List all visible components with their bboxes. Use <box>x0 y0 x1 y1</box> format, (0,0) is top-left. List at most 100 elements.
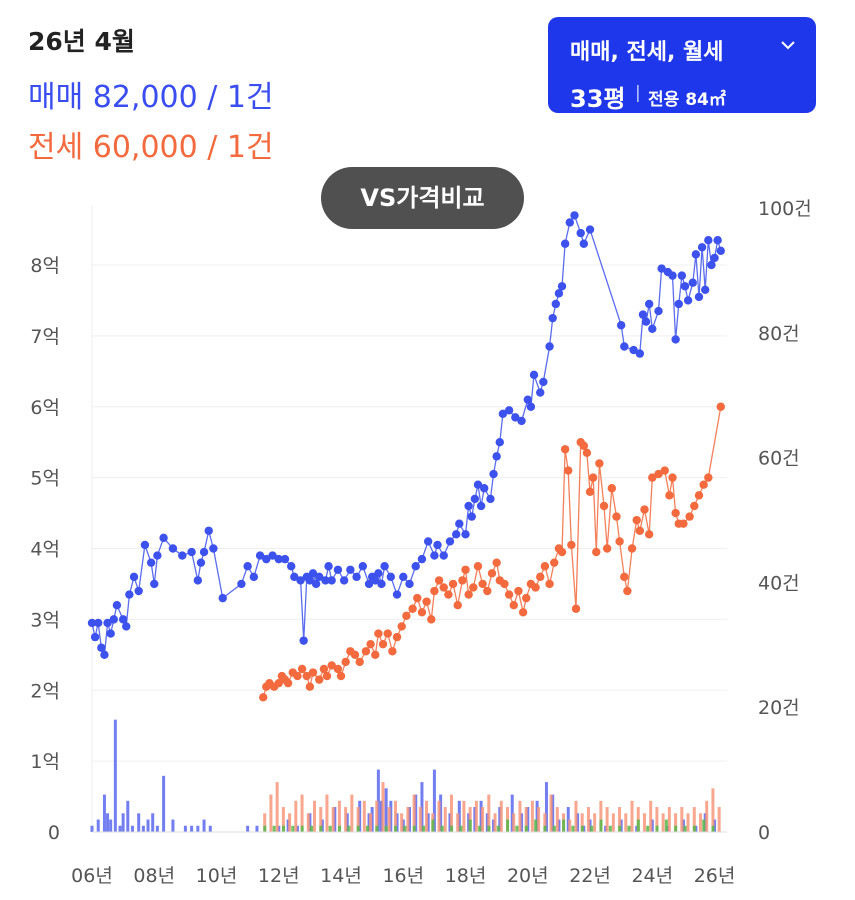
monthly-volume-bar <box>272 825 276 832</box>
monthly-volume-bar <box>674 825 678 832</box>
sale-volume-bar <box>171 819 175 832</box>
monthly-volume-bar <box>375 825 379 832</box>
sale-price-point <box>423 537 433 546</box>
jeonse-price-point <box>588 473 598 482</box>
x-tick-label: 18년 <box>445 865 487 887</box>
sale-volume-bar <box>196 825 200 832</box>
sale-price-point <box>433 540 442 550</box>
sale-price-point <box>539 377 548 387</box>
jeonse-volume-bar <box>443 807 447 832</box>
x-tick-label: 12년 <box>258 865 300 887</box>
sale-price-point <box>545 342 554 351</box>
y-left-tick-label: 3억 <box>30 609 60 631</box>
sale-price-point <box>548 313 557 323</box>
jeonse-volume-bar <box>555 807 559 832</box>
sale-price-point <box>377 579 386 589</box>
monthly-volume-bar <box>403 825 407 832</box>
jeonse-volume-bar <box>686 813 690 832</box>
jeonse-volume-bar <box>487 794 491 832</box>
monthly-volume-bar <box>281 825 285 832</box>
vs-price-compare-button[interactable]: VS가격비교 <box>321 167 524 229</box>
jeonse-price-point <box>478 579 487 589</box>
jeonse-price-point <box>540 562 550 571</box>
sale-price-point <box>364 579 374 589</box>
monthly-volume-bar <box>291 825 295 832</box>
sale-price-point <box>480 484 489 493</box>
deal-type-filter-button[interactable]: 매매, 전세, 월세 33평 | 전용 84㎡ <box>548 17 816 113</box>
jeonse-price-point <box>579 441 589 450</box>
sale-price-point <box>112 601 122 610</box>
y-left-tick-label: 1억 <box>30 751 60 773</box>
sale-price-point <box>629 345 638 355</box>
jeonse-price-line <box>262 406 722 698</box>
sale-price-point <box>476 501 486 511</box>
jeonse-volume-bar <box>325 794 329 832</box>
monthly-volume-bar <box>618 825 622 832</box>
jeonse-price-point <box>430 586 439 596</box>
jeonse-volume-bar <box>263 813 267 832</box>
sale-price-point <box>585 225 595 234</box>
jeonse-price-point <box>599 501 609 511</box>
sale-price-point <box>308 569 318 578</box>
sale-price-point <box>713 235 722 245</box>
jeonse-price-point <box>500 579 509 589</box>
jeonse-volume-bar <box>474 800 478 832</box>
jeonse-price-point <box>315 675 324 684</box>
jeonse-volume-bar <box>375 800 379 832</box>
jeonse-volume-bar <box>698 813 702 832</box>
monthly-volume-bar <box>319 825 323 832</box>
sale-price-point <box>299 636 308 645</box>
jeonse-price-point <box>620 572 629 582</box>
sale-volume-bar <box>681 819 685 832</box>
sale-volume-bar <box>650 819 654 832</box>
sale-price-point <box>178 551 187 560</box>
jeonse-price-point <box>427 615 436 624</box>
monthly-volume-bar <box>702 819 706 832</box>
sale-price-point <box>237 579 246 589</box>
y-left-tick-label: 5억 <box>30 468 60 490</box>
sale-volume-bar <box>121 813 125 832</box>
sale-price-point <box>430 551 439 560</box>
jeonse-price-point <box>473 562 483 571</box>
sale-volume-bar <box>246 825 250 832</box>
sale-price-point <box>209 544 218 553</box>
sale-volume-bar <box>439 794 443 832</box>
monthly-volume-bar <box>534 819 538 832</box>
jeonse-price-point <box>487 569 497 578</box>
sale-volume-bar <box>384 788 388 832</box>
jeonse-volume-bar <box>381 782 385 832</box>
sale-price-point <box>386 572 396 582</box>
sale-volume-bar <box>113 719 117 832</box>
jeonse-price-point <box>571 604 581 613</box>
sale-price-point <box>486 494 495 504</box>
sale-volume-bar <box>202 819 206 832</box>
jeonse-volume-bar <box>437 800 441 832</box>
jeonse-price-point <box>567 540 576 550</box>
sale-price-point <box>280 554 290 564</box>
sale-price-point <box>371 576 380 585</box>
jeonse-volume-bar <box>524 807 528 832</box>
sale-price-point <box>399 572 408 582</box>
sale-volume-bar <box>395 813 399 832</box>
monthly-volume-bar <box>608 825 612 832</box>
jeonse-volume-bar <box>331 807 335 832</box>
size-separator: | <box>635 83 641 103</box>
y-left-tick-label: 0 <box>48 822 60 844</box>
sale-price-point <box>199 547 209 557</box>
sale-volume-bar <box>162 775 166 832</box>
sale-price-point <box>109 615 118 624</box>
jeonse-price-point <box>504 590 514 599</box>
jeonse-price-point <box>464 590 473 599</box>
sale-price-point <box>392 590 402 599</box>
monthly-volume-bar <box>636 819 640 832</box>
jeonse-price-point <box>308 668 318 677</box>
sale-price-point <box>90 632 100 642</box>
sale-price-point <box>697 243 707 252</box>
monthly-volume-bar <box>646 825 650 832</box>
sale-volume-bar <box>146 819 150 832</box>
monthly-volume-bar <box>468 819 472 832</box>
x-tick-label: 14년 <box>320 865 362 887</box>
sale-volume-bar <box>208 825 212 832</box>
jeonse-price-point <box>469 583 478 592</box>
sale-price-point <box>648 324 657 333</box>
